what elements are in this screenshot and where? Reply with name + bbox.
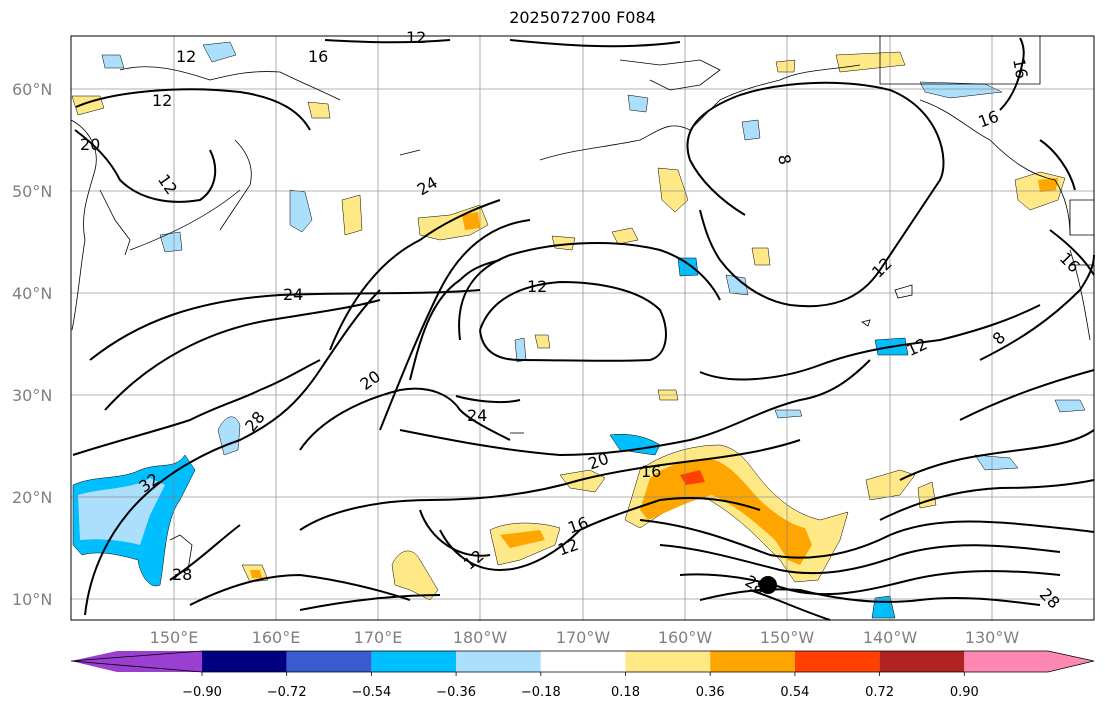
- shade-blob: [640, 459, 812, 565]
- lon-label: 160°E: [252, 628, 301, 647]
- shade-blob: [101, 54, 125, 69]
- shade-blob: [1054, 399, 1086, 413]
- shade-blob: [551, 235, 576, 251]
- lat-label: 60°N: [12, 80, 52, 99]
- shade-blob: [289, 189, 313, 233]
- colorbar-tick-label: 0.54: [780, 685, 809, 700]
- positive-shading: [71, 51, 1066, 601]
- shade-blob: [775, 59, 796, 73]
- contour-label: 28: [172, 565, 192, 584]
- shade-blob: [611, 227, 639, 245]
- colorbar-segment: [540, 651, 626, 672]
- shade-blob: [725, 274, 749, 296]
- shade-blob: [462, 212, 480, 230]
- shade-blob: [680, 470, 705, 485]
- shade-blob: [78, 478, 165, 545]
- lat-label: 30°N: [12, 386, 52, 405]
- colorbar-segment: [286, 651, 372, 672]
- shade-blob: [341, 194, 363, 236]
- lon-label: 150°E: [150, 628, 199, 647]
- shade-blob: [657, 167, 689, 213]
- shade-blob: [1038, 178, 1058, 192]
- coastlines: [70, 36, 1094, 576]
- contour-label: 24: [467, 406, 487, 425]
- shade-blob: [559, 469, 606, 493]
- shade-blob: [677, 257, 699, 277]
- lon-label: 170°W: [556, 628, 611, 647]
- colorbar-segment: [710, 651, 795, 672]
- map-panel: [71, 36, 1094, 620]
- contour-label: 12: [527, 277, 547, 296]
- colorbar-tick-label: −0.18: [521, 685, 561, 700]
- colorbar-tick-label: −0.72: [267, 685, 307, 700]
- lat-label: 10°N: [12, 590, 52, 609]
- shade-blob: [627, 94, 649, 113]
- shade-blob: [741, 119, 761, 141]
- lon-label: 160°W: [658, 628, 713, 647]
- colorbar-tick-label: 0.90: [950, 685, 979, 700]
- contour-label: 20: [80, 135, 100, 154]
- colorbar: −0.90 −0.72 −0.54 −0.36 −0.18 0.18 0.36 …: [70, 650, 1095, 700]
- contour-label: 16: [1009, 57, 1031, 80]
- colorbar-segment: [964, 651, 1094, 672]
- colorbar-tick-label: 0.36: [696, 685, 725, 700]
- lon-label: 150°W: [760, 628, 815, 647]
- shade-blob: [202, 41, 237, 63]
- colorbar-segment: [371, 651, 457, 672]
- longitude-labels: 150°E 160°E 170°E 180°W 170°W 160°W 150°…: [150, 628, 1020, 647]
- shade-blob: [774, 409, 803, 419]
- colorbar-tick-label: −0.90: [182, 685, 222, 700]
- contour-label: 16: [308, 47, 328, 66]
- contour-label: 12: [152, 91, 172, 110]
- lat-label: 50°N: [12, 182, 52, 201]
- shade-blob: [534, 334, 551, 349]
- map-content: 12 16 12 12 20 24 24 12 12 20 24 28 32 2…: [70, 28, 1095, 621]
- colorbar-tick-label: −0.36: [436, 685, 476, 700]
- plot-title: 2025072700 F084: [509, 8, 656, 27]
- shade-blob: [751, 247, 771, 266]
- lat-label: 20°N: [12, 488, 52, 507]
- contour-label: 12: [406, 28, 426, 47]
- shade-blob: [500, 530, 545, 548]
- lon-label: 140°W: [863, 628, 918, 647]
- colorbar-tick-label: 0.18: [611, 685, 640, 700]
- shade-blob: [835, 51, 906, 73]
- colorbar-segment: [71, 651, 202, 672]
- contour-label: 24: [283, 285, 303, 304]
- negative-shading: [72, 41, 1086, 619]
- shade-blob: [514, 337, 527, 363]
- colorbar-segment: [202, 651, 287, 672]
- lon-label: 170°E: [354, 628, 403, 647]
- contour-label: 16: [641, 462, 661, 481]
- lon-label: 180°W: [453, 628, 508, 647]
- map-frame: [70, 35, 1095, 621]
- colorbar-tick-label: 0.72: [865, 685, 894, 700]
- latitude-labels: 60°N 50°N 40°N 30°N 20°N 10°N: [12, 80, 52, 609]
- contour-label: 8: [774, 153, 794, 166]
- storm-center-marker: [759, 576, 777, 594]
- shade-blob: [974, 454, 1019, 471]
- shade-blob: [609, 434, 661, 456]
- colorbar-segment: [456, 651, 541, 672]
- shade-blob: [307, 101, 331, 119]
- shade-blob: [250, 570, 262, 578]
- contour-lines: [72, 37, 1095, 621]
- contour-label: 12: [176, 47, 196, 66]
- lat-label: 40°N: [12, 284, 52, 303]
- colorbar-segment: [879, 651, 965, 672]
- colorbar-tick-label: −0.54: [351, 685, 391, 700]
- shade-blob: [159, 231, 183, 253]
- lon-label: 130°W: [965, 628, 1020, 647]
- colorbar-segment: [794, 651, 880, 672]
- colorbar-segment: [625, 651, 711, 672]
